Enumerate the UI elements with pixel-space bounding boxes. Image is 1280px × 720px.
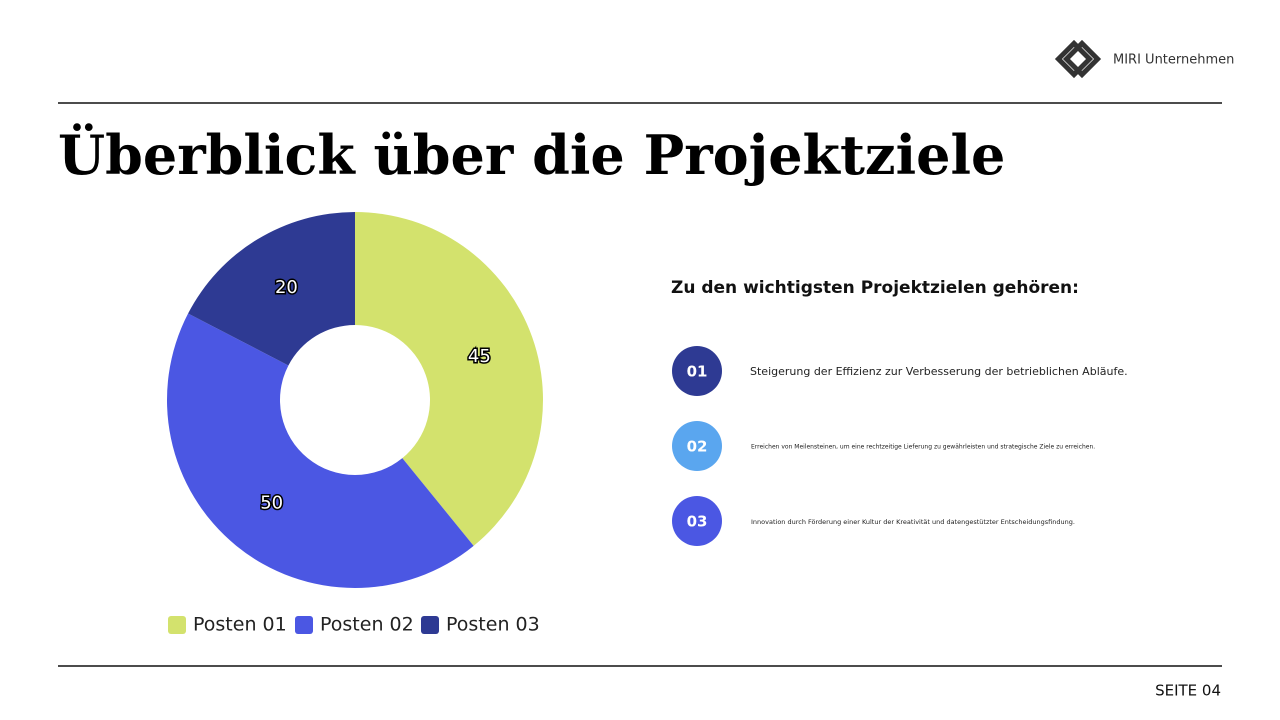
slide-title: Überblick über die Projektziele [58, 122, 1005, 187]
legend-label: Posten 01 [193, 614, 287, 636]
logo [1054, 39, 1102, 79]
legend-label: Posten 03 [446, 614, 540, 636]
donut-slice [188, 212, 355, 366]
page-number: SEITE 04 [1155, 682, 1221, 700]
goal-badge [672, 496, 722, 546]
legend-swatch [295, 616, 313, 634]
data-label: 50 [260, 492, 283, 513]
goal-text: Steigerung der Effizienz zur Verbesserun… [750, 365, 1128, 378]
legend-swatch [421, 616, 439, 634]
goal-text: Erreichen von Meilensteinen, um eine rec… [751, 444, 1095, 451]
legend-label: Posten 02 [320, 614, 414, 636]
goal-text: Innovation durch Förderung einer Kultur … [751, 518, 1075, 526]
goal-number: 03 [687, 513, 708, 531]
donut-slice [167, 313, 474, 588]
legend-swatch [168, 616, 186, 634]
data-label: 20 [275, 277, 298, 298]
data-label: 45 [468, 346, 491, 367]
brand: MIRI Unternehmen [1113, 53, 1234, 68]
donut-chart: 45 50 20 Posten 01 Posten 02 Posten 03 [167, 212, 543, 636]
goals-heading: Zu den wichtigsten Projektzielen gehören… [671, 278, 1079, 298]
donut-slice [355, 212, 543, 546]
goal-badge [672, 346, 722, 396]
goal-number: 02 [687, 438, 708, 456]
goal-number: 01 [687, 363, 708, 381]
goal-badge [672, 421, 722, 471]
